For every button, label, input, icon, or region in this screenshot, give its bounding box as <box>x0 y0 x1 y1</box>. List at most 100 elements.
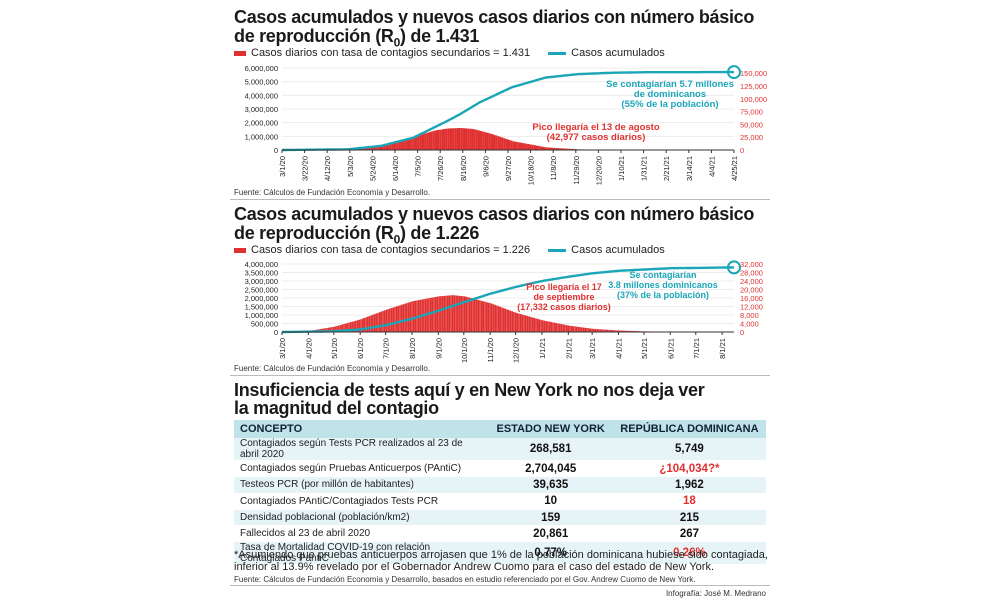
daily-case-bar <box>562 324 564 332</box>
daily-case-bar <box>361 318 364 332</box>
daily-case-bar <box>611 330 614 332</box>
table-row: Contagiados PAntiC/Contagiados Tests PCR… <box>234 493 766 510</box>
daily-case-bar <box>402 304 405 332</box>
table-row: Testeos PCR (por millón de habitantes) 39… <box>234 476 766 494</box>
daily-case-bar <box>620 330 622 332</box>
x-tick-label: 9/1/20 <box>434 338 443 359</box>
daily-case-bar <box>570 148 573 150</box>
daily-case-bar <box>426 132 429 150</box>
daily-case-bar <box>389 308 391 332</box>
daily-case-bar <box>501 137 504 150</box>
daily-case-bar <box>557 323 559 332</box>
daily-case-bar <box>414 300 417 332</box>
daily-case-bar <box>397 305 400 332</box>
daily-case-bar <box>525 143 528 150</box>
daily-case-bar <box>531 317 534 332</box>
daily-case-bar <box>341 324 344 332</box>
daily-case-bar <box>438 296 440 332</box>
daily-case-bar <box>572 326 575 332</box>
chart-annotation: (55% de la población) <box>621 99 718 110</box>
y-right-tick-label: 100,000 <box>740 95 767 104</box>
daily-case-bar <box>368 316 371 332</box>
chart1-svg: 0 1,000,000 2,000,000 3,000,000 4,000,000 5,0… <box>245 64 768 185</box>
x-tick-label: 1/10/21 <box>617 156 626 181</box>
daily-case-bar <box>439 129 442 150</box>
daily-case-bar <box>460 128 463 150</box>
chart-annotation: Pico llegaría el 17 <box>526 282 602 292</box>
header-rep-dom: REPÚBLICA DOMINICANA <box>612 420 766 438</box>
daily-case-bar <box>462 296 464 332</box>
daily-case-bar <box>441 296 444 332</box>
daily-case-bar <box>548 147 552 150</box>
daily-case-bar <box>390 308 393 332</box>
daily-case-bar <box>450 295 452 332</box>
daily-case-bar <box>452 128 455 150</box>
daily-case-bar <box>601 329 604 332</box>
x-tick-label: 8/16/20 <box>459 156 468 181</box>
chart2-svg: 0500,0001,000,0001,500,0002,000,0002,500… <box>245 260 763 363</box>
daily-case-bar <box>535 318 537 332</box>
daily-case-bar <box>349 322 352 332</box>
chart-annotation: 3.8 millones dominicanos <box>608 280 718 290</box>
daily-case-bar <box>630 330 632 332</box>
daily-case-bar <box>501 307 503 332</box>
daily-case-bar <box>443 128 446 150</box>
daily-case-bar <box>443 295 446 332</box>
y-left-tick-label: 500,000 <box>251 320 278 329</box>
daily-case-bar <box>473 129 476 150</box>
daily-case-bar <box>353 321 355 332</box>
daily-case-bar <box>552 322 554 332</box>
daily-case-bar <box>514 141 517 150</box>
daily-case-bar <box>479 300 481 332</box>
daily-case-bar <box>408 137 412 150</box>
cumulative-line <box>282 266 734 334</box>
legend-bar-swatch <box>234 247 246 253</box>
daily-case-bar <box>470 298 473 332</box>
x-tick-label: 7/26/20 <box>436 156 445 181</box>
daily-case-bar <box>557 148 560 150</box>
chart2-legend: Casos diarios con tasa de contagios secu… <box>234 244 665 256</box>
x-tick-label: 4/25/21 <box>730 156 739 181</box>
y-right-tick-label: 75,000 <box>740 108 763 117</box>
daily-case-bar <box>385 309 388 332</box>
chart1-title-line2: de reproducción (R0) de 1.431 <box>234 26 480 50</box>
x-tick-label: 11/29/20 <box>572 156 581 185</box>
daily-case-bar <box>626 330 629 332</box>
daily-case-bar <box>440 296 442 332</box>
daily-case-bar <box>471 128 474 150</box>
table-row: Fallecidos al 23 de abril 2020 20,861 267 <box>234 525 766 543</box>
daily-case-bar <box>542 146 545 150</box>
daily-case-bar <box>482 131 485 150</box>
daily-case-bar <box>460 295 463 332</box>
legend-bar-label: Casos diarios con tasa de contagios secu… <box>251 47 531 59</box>
table-title-line2: la magnitud del contagio <box>234 398 439 418</box>
daily-case-bar <box>541 320 544 332</box>
daily-case-bar <box>365 317 367 332</box>
daily-case-bar <box>621 330 624 332</box>
y-right-tick-label: 0 <box>740 146 744 155</box>
daily-case-bar <box>363 317 366 332</box>
x-tick-label: 3/22/20 <box>301 156 310 181</box>
daily-case-bar <box>550 322 553 332</box>
daily-case-bar <box>511 311 513 332</box>
y-right-tick-label: 20,000 <box>740 286 763 295</box>
chart2-title-line2: de reproducción (R0) de 1.226 <box>234 223 480 247</box>
daily-case-bar <box>523 143 526 150</box>
daily-case-bar <box>606 329 609 332</box>
chart1-title-line1: Casos acumulados y nuevos casos diarios … <box>234 7 755 27</box>
daily-case-bar <box>404 138 407 150</box>
daily-case-bar <box>415 136 418 150</box>
chart-annotation: de dominicanos <box>634 89 706 100</box>
daily-case-bar <box>464 128 468 150</box>
daily-case-bar <box>393 141 397 150</box>
y-left-tick-label: 3,000,000 <box>245 105 278 114</box>
daily-case-bar <box>632 330 634 332</box>
table-header-row: CONCEPTO ESTADO NEW YORK REPÚBLICA DOMIN… <box>234 420 766 438</box>
row-concept: Contagiados según Pruebas Anticuerpos (P… <box>234 460 489 478</box>
daily-case-bar <box>569 325 571 332</box>
daily-case-bar <box>339 325 342 332</box>
daily-case-bar <box>358 319 361 332</box>
daily-case-bar <box>446 295 449 332</box>
daily-case-bar <box>604 329 607 332</box>
daily-case-bar <box>434 296 437 332</box>
